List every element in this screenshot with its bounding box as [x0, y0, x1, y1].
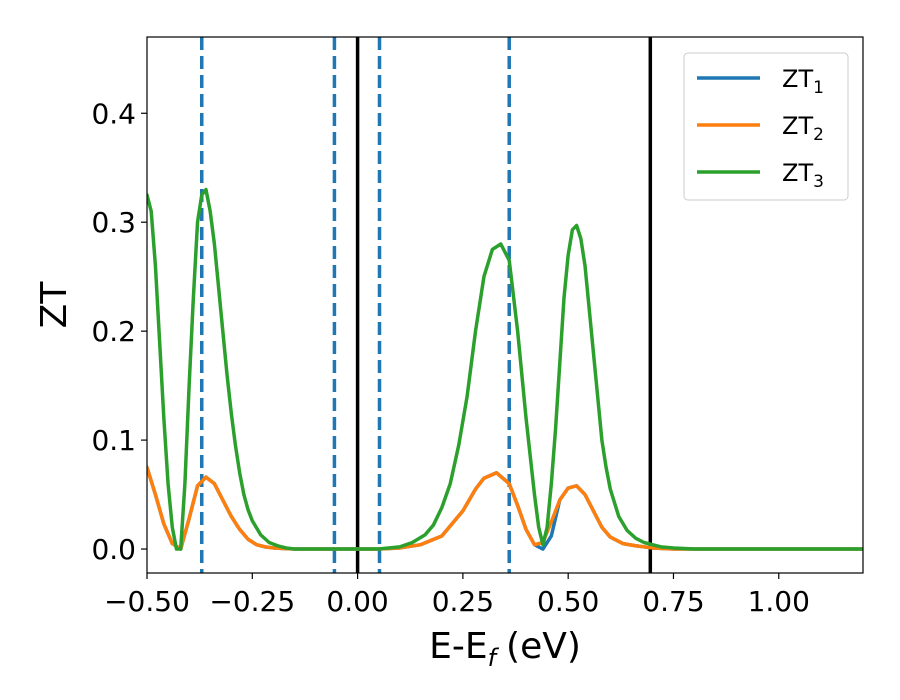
- y-axis-ticks: 0.0 0.1 0.2 0.3 0.4: [91, 97, 147, 566]
- legend-entries: ZT1 ZT2 ZT3: [697, 65, 824, 192]
- y-tick-label: 0.2: [91, 315, 136, 348]
- x-tick-label: 0.25: [432, 585, 494, 618]
- series-line-zt3: [147, 187, 863, 551]
- plot-area-frame: [146, 36, 864, 574]
- y-tick-label: 0.0: [91, 533, 136, 566]
- x-tick-label: 0.00: [326, 585, 388, 618]
- legend-label-zt1: ZT1: [782, 65, 824, 98]
- x-axis-title: E-Ef (eV): [429, 626, 581, 672]
- x-axis-title-unit: (eV): [506, 626, 581, 667]
- y-axis-title: ZT: [34, 281, 75, 329]
- legend: ZT1 ZT2 ZT3: [683, 52, 849, 201]
- x-tick-label: 1.00: [748, 585, 810, 618]
- x-axis-title-main: E-E: [429, 626, 487, 667]
- x-tick-label: 0.75: [642, 585, 704, 618]
- legend-label-zt2: ZT2: [782, 112, 824, 145]
- series-lines: [147, 187, 863, 551]
- series-line-zt2: [147, 465, 863, 551]
- y-tick-label: 0.3: [91, 206, 136, 239]
- legend-label-zt3: ZT3: [782, 159, 824, 192]
- y-tick-label: 0.1: [91, 424, 136, 457]
- x-tick-label: −0.25: [209, 585, 295, 618]
- x-axis-ticks: −0.50 −0.25 0.00 0.25 0.50 0.75 1.00: [104, 573, 810, 618]
- y-tick-label: 0.4: [91, 97, 136, 130]
- x-tick-label: 0.50: [537, 585, 599, 618]
- legend-box: [683, 52, 849, 201]
- x-tick-label: −0.50: [104, 585, 190, 618]
